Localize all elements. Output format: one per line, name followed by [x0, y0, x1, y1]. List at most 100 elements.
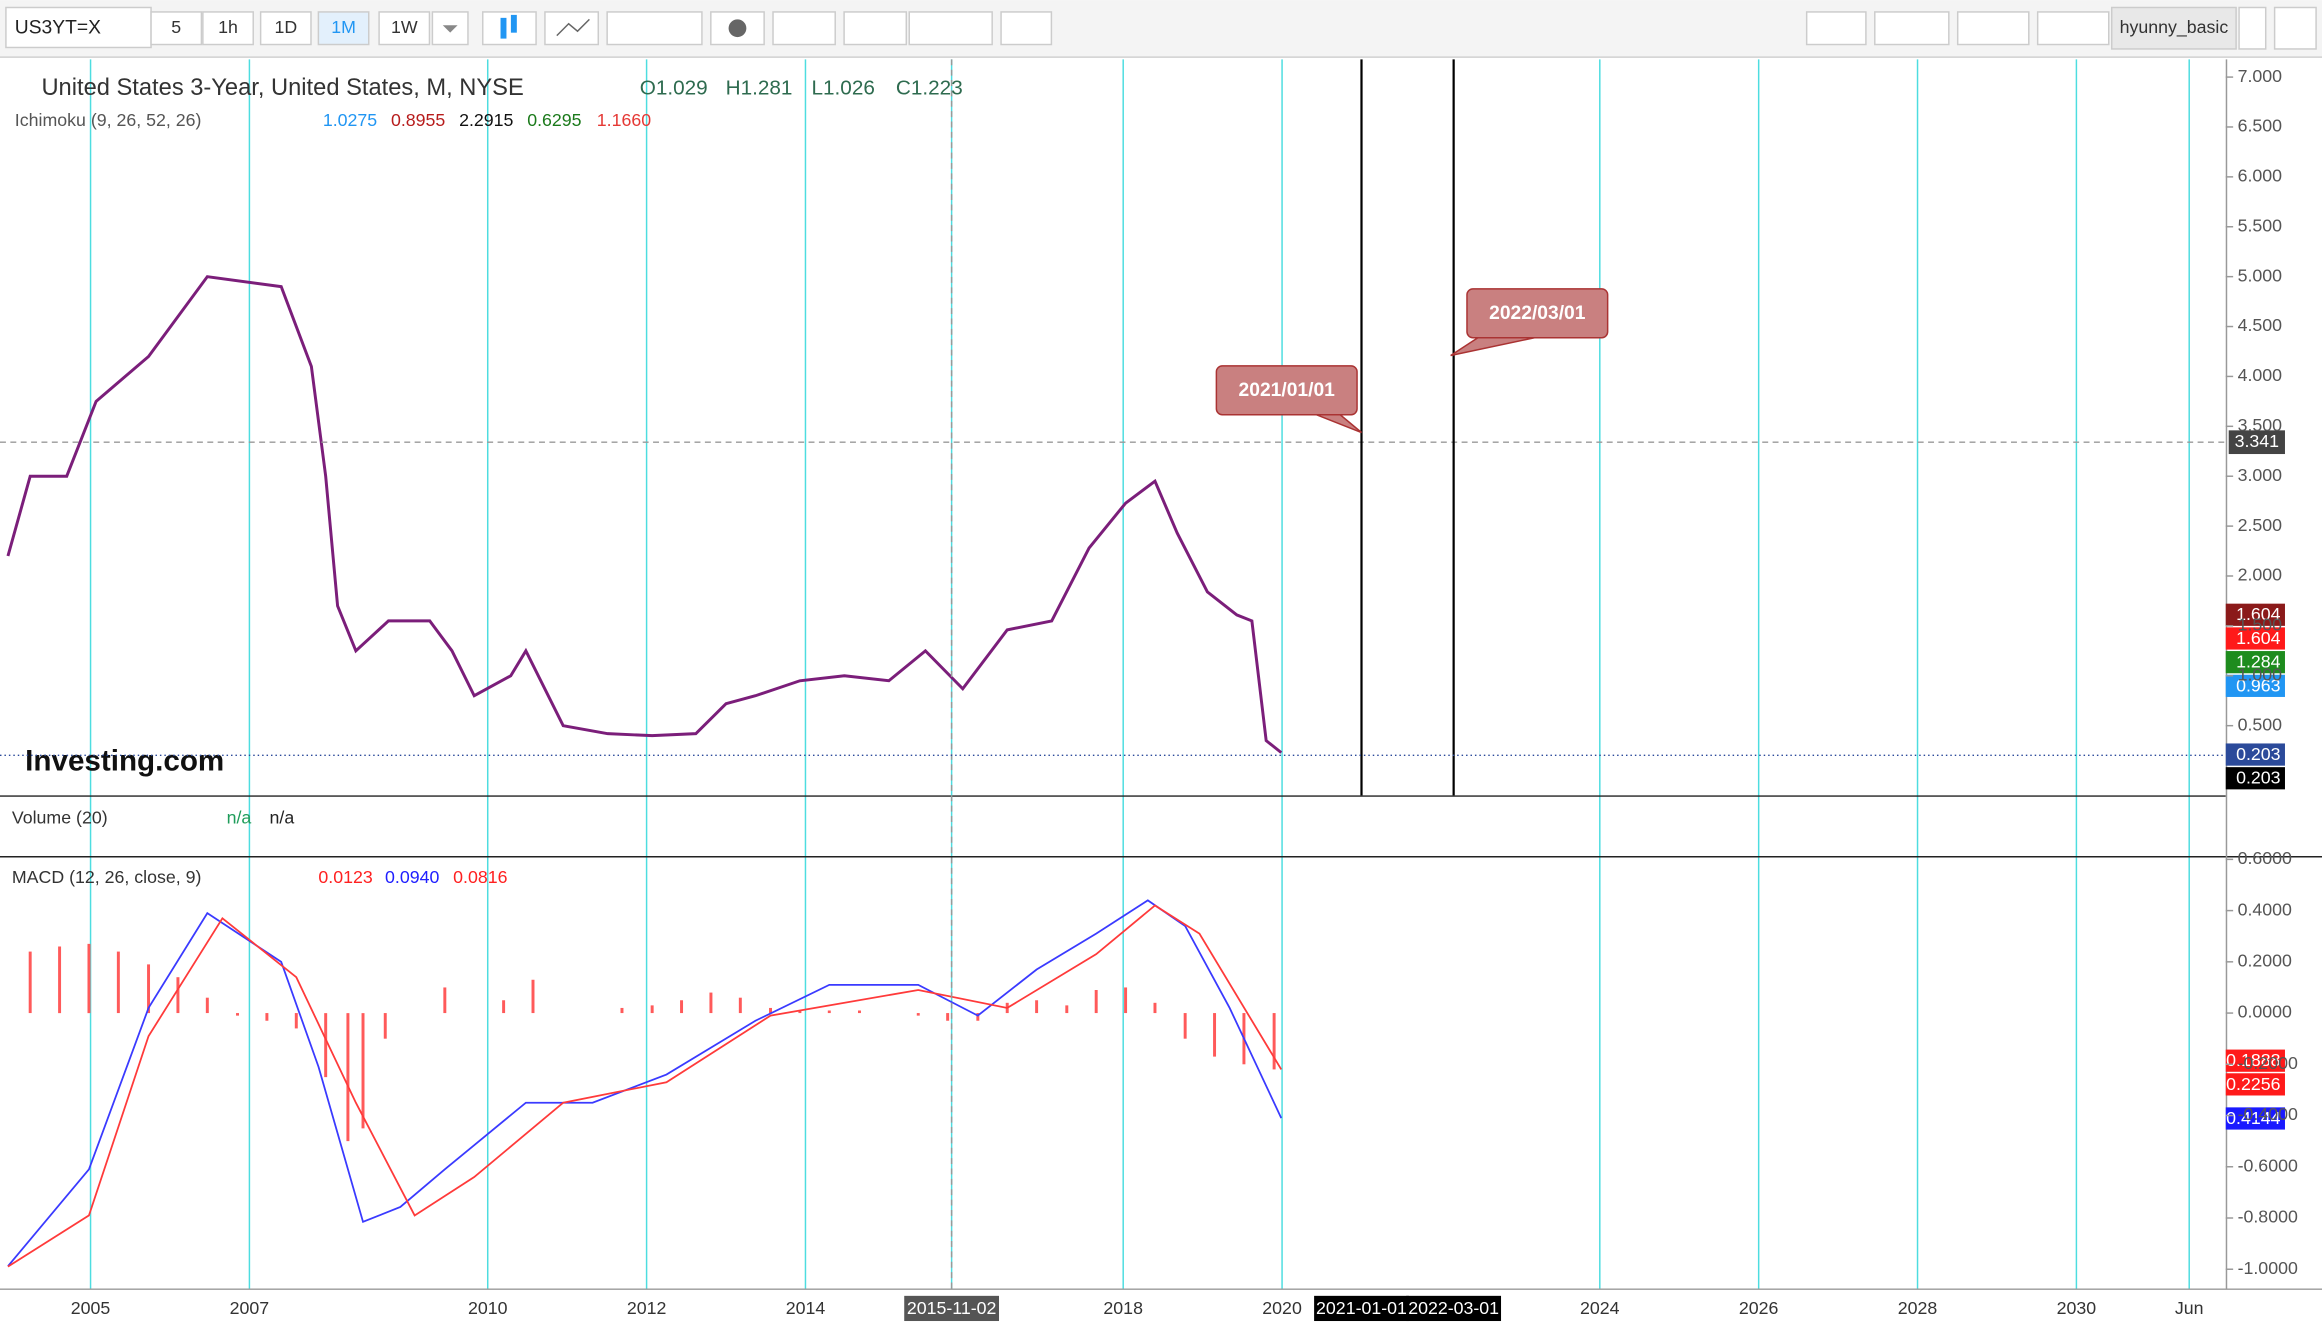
y-tick-label: 3.500 — [2238, 415, 2283, 435]
y-tick-label: -1.0000 — [2238, 1258, 2298, 1278]
y-tick-label: -0.4000 — [2238, 1104, 2298, 1124]
indicator-value: 0.8955 — [391, 110, 445, 130]
last-value-label: 0.203 — [2236, 744, 2281, 764]
x-tick-label: 2021-01-01 — [1316, 1298, 1407, 1318]
x-tick-label: 2018 — [1103, 1298, 1143, 1318]
interval-button[interactable] — [150, 11, 203, 46]
last-value-label: -0.2256 — [2220, 1074, 2280, 1094]
interval-button[interactable] — [317, 11, 370, 46]
user-dropdown[interactable] — [2238, 6, 2267, 50]
fullscreen-button[interactable] — [2273, 6, 2317, 50]
interval-button[interactable] — [378, 11, 431, 46]
ohlc-value: O1.029 — [640, 76, 708, 99]
load-button[interactable] — [1956, 11, 2030, 46]
y-tick-label: 2.500 — [2238, 515, 2283, 535]
y-tick-label: 3.000 — [2238, 465, 2283, 485]
interval-label: 5 — [171, 17, 181, 37]
last-value-label: 1.604 — [2236, 628, 2281, 648]
indicator-title: Ichimoku (9, 26, 52, 26) — [15, 110, 202, 130]
indicator-value: 1.1660 — [597, 110, 651, 130]
gear-icon — [728, 19, 747, 38]
alert-button[interactable] — [1000, 11, 1053, 46]
series-line — [6, 275, 1283, 754]
x-tick-label: 2012 — [627, 1298, 667, 1318]
y-tick-label: 0.0000 — [2238, 1002, 2292, 1022]
indicator-button[interactable] — [606, 11, 703, 46]
line-button[interactable] — [544, 11, 600, 46]
user-name: hyunny_basic — [2120, 17, 2229, 38]
annotation-box[interactable] — [1466, 288, 1609, 339]
x-tick-label: 2010 — [468, 1298, 508, 1318]
x-tick-label: 2007 — [230, 1298, 270, 1318]
last-value-bg — [2225, 627, 2285, 650]
y-tick-label: 2.000 — [2238, 565, 2283, 585]
undo-redo-button[interactable] — [908, 11, 993, 46]
x-tick-label: 2030 — [2057, 1298, 2097, 1318]
x-tick-label: 2028 — [1898, 1298, 1938, 1318]
save-button[interactable] — [2036, 11, 2110, 46]
y-tick-label: -0.8000 — [2238, 1207, 2298, 1227]
x-tick-label: 2024 — [1580, 1298, 1620, 1318]
annotation-text: 2021/01/01 — [1239, 380, 1336, 401]
candle-icon — [500, 17, 507, 39]
series-line — [7, 904, 1283, 1268]
watermark: Investing.com — [25, 745, 224, 778]
last-value-bg — [2225, 651, 2285, 674]
last-value-bg — [2225, 674, 2285, 697]
indicator-value: 0.6295 — [527, 110, 581, 130]
overlay: 3.341 2021/01/01 2022/03/01 1.604 1.604 1.284… — [0, 59, 2285, 1289]
x-tick-highlight — [1406, 1295, 1502, 1322]
macd-title: MACD (12, 26, close, 9) — [12, 867, 202, 887]
macd-value: 0.0816 — [453, 867, 507, 887]
y-tick-label: 5.500 — [2238, 215, 2283, 235]
x-tick-label: 2022-03-01 — [1408, 1298, 1499, 1318]
ohlc-value: C1.223 — [896, 76, 963, 99]
last-value-label: 0.203 — [2236, 768, 2281, 788]
x-tick-label: 2015-11-02 — [907, 1298, 997, 1318]
y-tick-label: 7.000 — [2238, 66, 2283, 86]
x-tick-label: 2026 — [1739, 1298, 1779, 1318]
interval-button[interactable] — [259, 11, 312, 46]
last-value-label: 1.604 — [2236, 604, 2281, 624]
volume-value: n/a — [227, 808, 252, 828]
candle-icon — [510, 14, 517, 33]
y-tick-label: 0.4000 — [2238, 899, 2292, 919]
interval-button[interactable] — [202, 11, 254, 46]
x-tick-highlight — [1314, 1295, 1409, 1322]
chart-area — [0, 59, 2226, 1289]
last-value-bg — [2225, 1073, 2285, 1096]
last-value-label: 0.963 — [2236, 675, 2281, 695]
user-box[interactable] — [2110, 6, 2237, 50]
candle-button[interactable] — [482, 11, 537, 46]
ohlc-value: H1.281 — [726, 76, 793, 99]
last-value-label: -0.1888 — [2220, 1050, 2280, 1070]
x-tick-label: 2020 — [1262, 1298, 1302, 1318]
y-tick-label: 1.500 — [2238, 615, 2283, 635]
x-tick-label: 2005 — [71, 1298, 111, 1318]
annotation-box[interactable] — [1215, 365, 1358, 416]
crosshair-label: 3.341 — [2235, 431, 2280, 451]
compare-button[interactable] — [843, 11, 908, 46]
y-tick-label: -0.6000 — [2238, 1155, 2298, 1175]
x-tick-label: Jun — [2175, 1298, 2204, 1318]
symbol-input[interactable] — [5, 6, 152, 49]
indicator-value: 2.2915 — [459, 110, 513, 130]
plot — [6, 275, 1283, 1268]
macd-value: 0.0123 — [318, 867, 372, 887]
symbol: US3YT=X — [15, 17, 101, 38]
last-value-bg — [2225, 767, 2285, 790]
studies-button[interactable] — [772, 11, 836, 46]
macd-value: 0.0940 — [385, 867, 439, 887]
snapshot-button[interactable] — [1805, 11, 1867, 46]
y-tick-label: 1.000 — [2238, 664, 2283, 684]
toolbar-icons — [431, 6, 2317, 50]
color-button[interactable] — [1874, 11, 1950, 46]
last-value-bg — [2225, 1107, 2285, 1130]
ohlc-value: L1.026 — [812, 76, 875, 99]
y-tick-label: 0.6000 — [2238, 848, 2292, 868]
interval-label: 1h — [218, 17, 238, 37]
last-value-bg — [2225, 1049, 2285, 1072]
last-value-bg — [2225, 743, 2285, 766]
y-tick-label: 4.000 — [2238, 365, 2283, 385]
